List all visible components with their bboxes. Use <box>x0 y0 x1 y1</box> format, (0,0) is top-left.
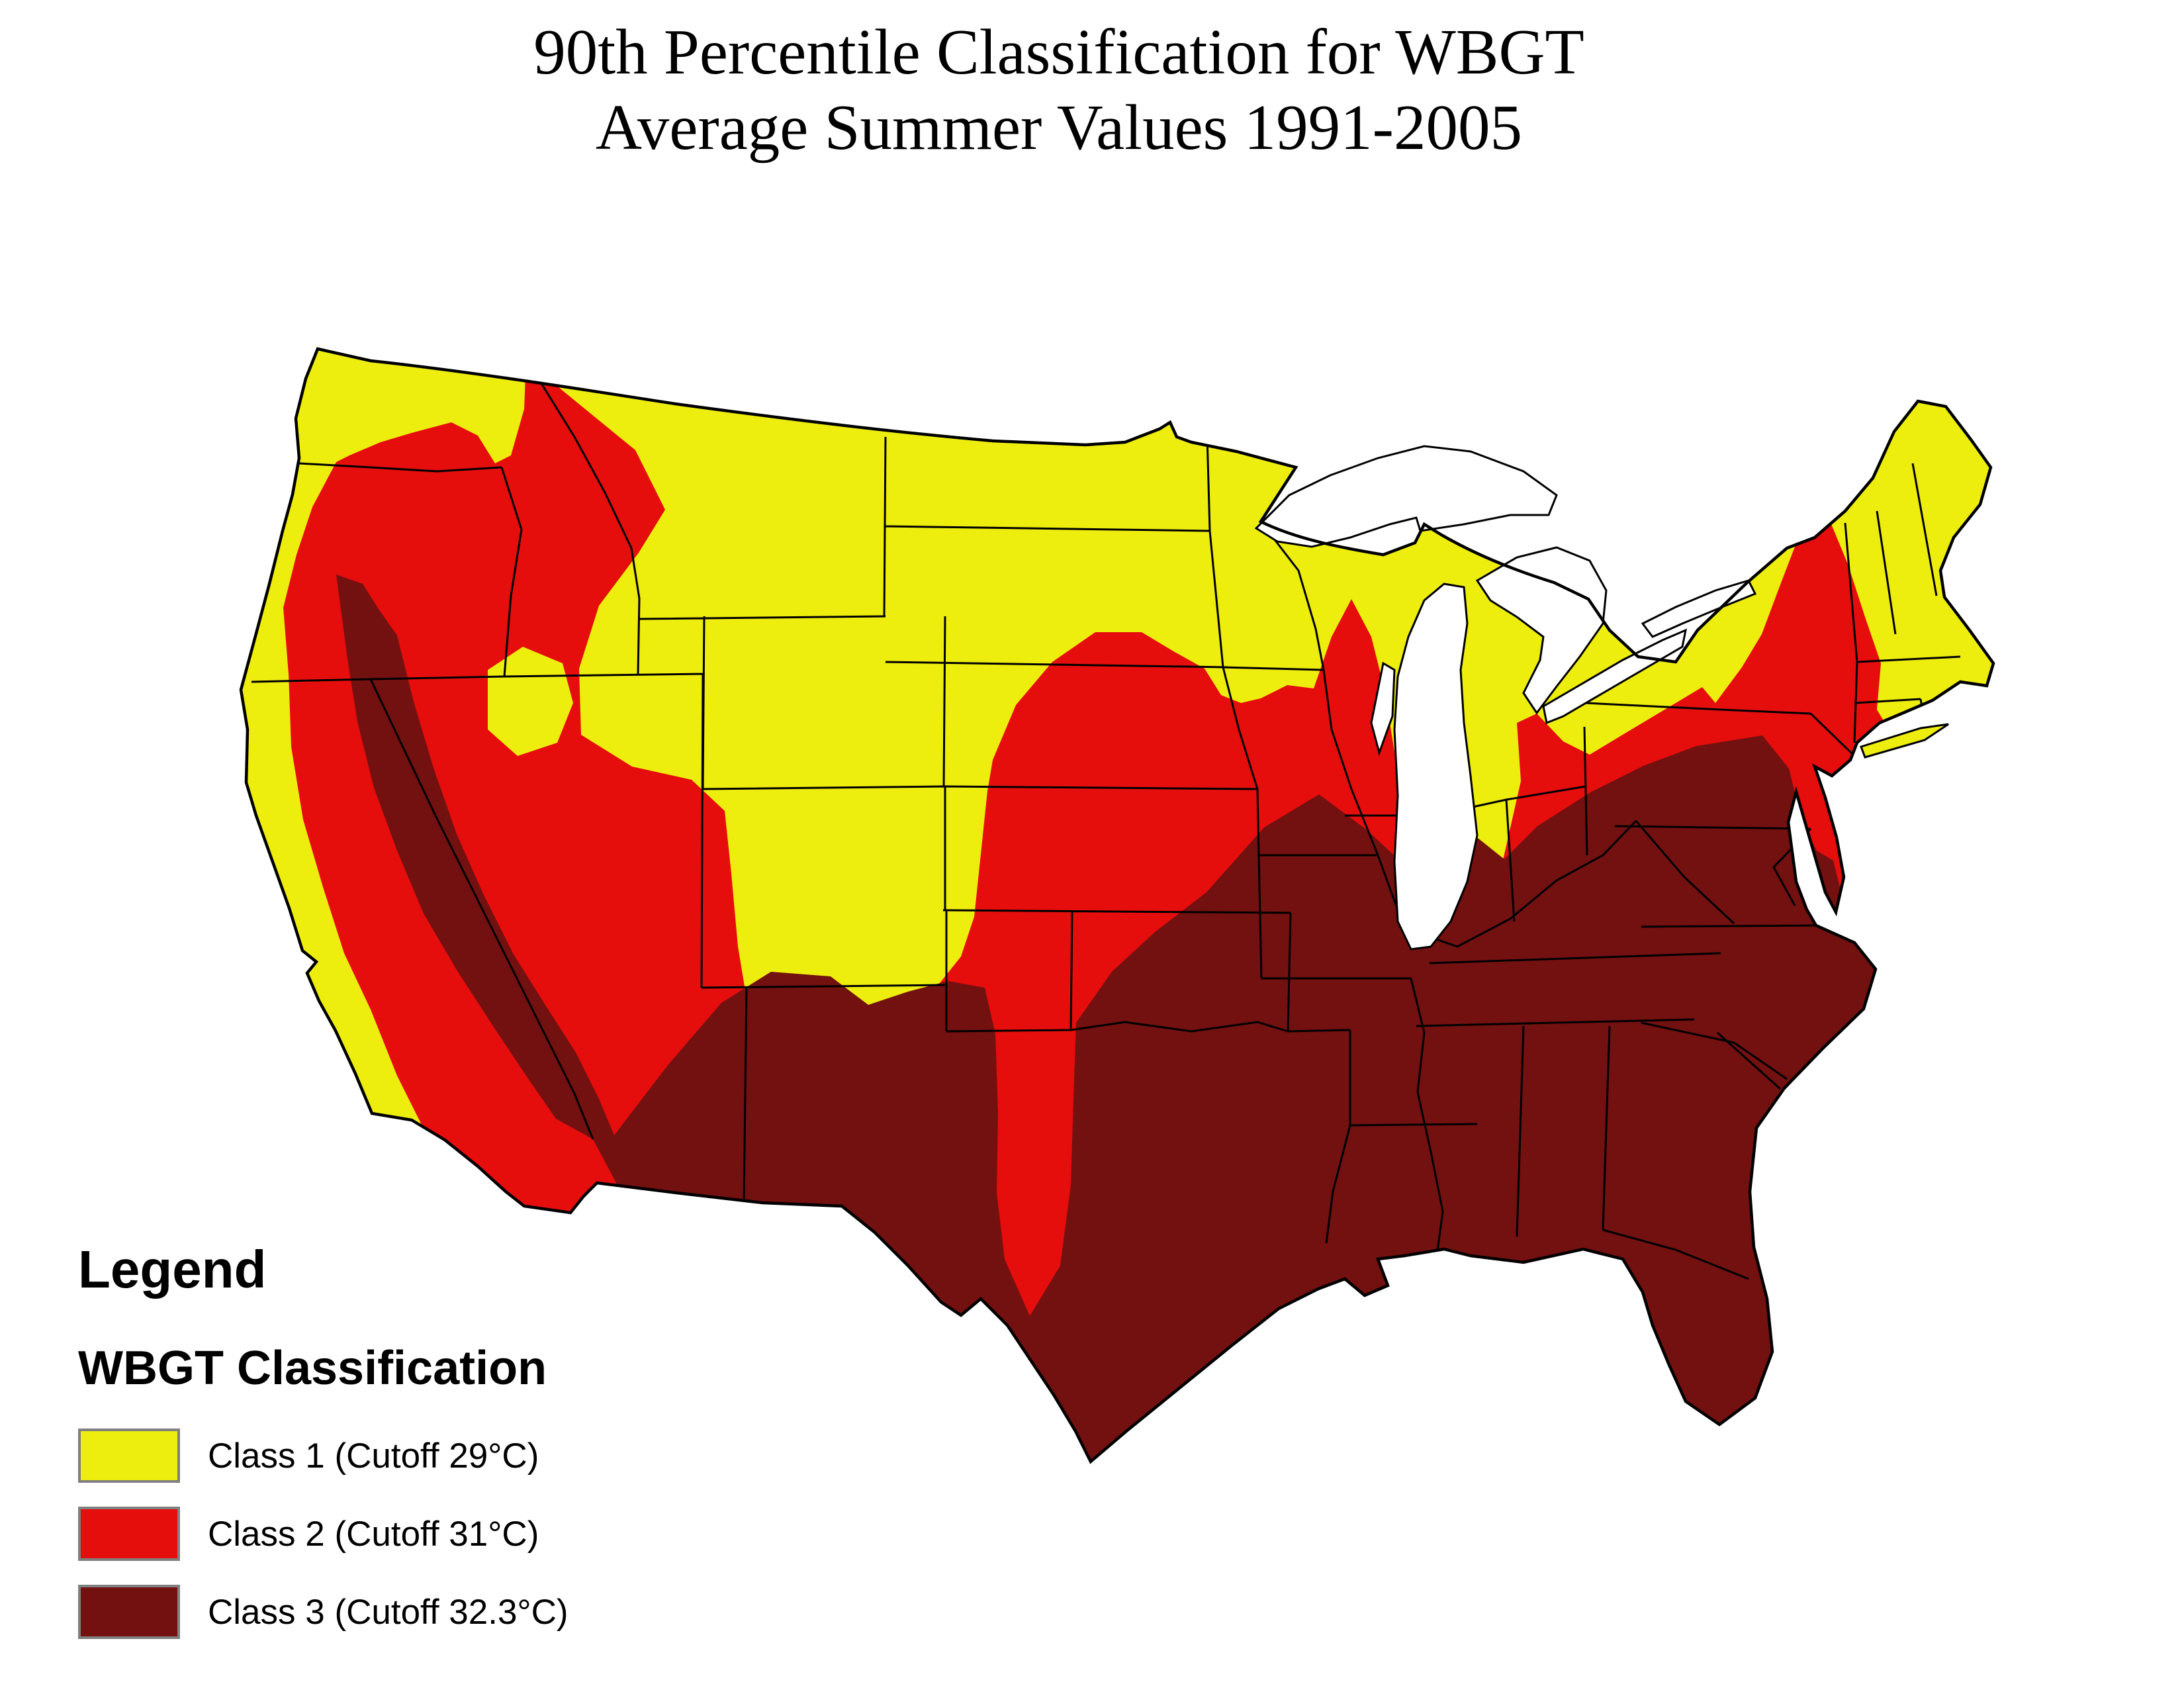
class-2-label: Class 2 (Cutoff 31°C) <box>208 1514 539 1554</box>
class-3-swatch <box>78 1585 180 1639</box>
class-1-nevada-patch <box>488 647 573 756</box>
map-title: 90th Percentile Classification for WBGT … <box>364 15 1754 166</box>
lake-superior <box>1254 445 1558 548</box>
state-borders <box>251 370 1961 1280</box>
map-title-line2: Average Summer Values 1991-2005 <box>596 92 1522 164</box>
class-1-swatch <box>78 1429 180 1483</box>
legend-item-class-1: Class 1 (Cutoff 29°C) <box>78 1429 569 1483</box>
lake-huron <box>1475 546 1608 715</box>
legend-heading: Legend <box>78 1240 267 1299</box>
legend: Legend WBGT Classification Class 1 (Cuto… <box>78 1239 569 1664</box>
lake-erie <box>1542 628 1688 725</box>
class-2-swatch <box>78 1507 180 1561</box>
green-bay <box>1370 661 1396 756</box>
great-lakes <box>1254 445 1757 951</box>
lake-michigan <box>1393 583 1479 951</box>
map-title-line1: 90th Percentile Classification for WBGT <box>533 17 1584 87</box>
class-1-label: Class 1 (Cutoff 29°C) <box>208 1436 539 1476</box>
legend-section-title: WBGT Classification <box>78 1342 547 1395</box>
legend-item-class-2: Class 2 (Cutoff 31°C) <box>78 1507 569 1561</box>
lake-ontario <box>1641 579 1757 638</box>
class-3-label: Class 3 (Cutoff 32.3°C) <box>208 1592 569 1632</box>
long-island <box>1860 723 1949 759</box>
legend-item-class-3: Class 3 (Cutoff 32.3°C) <box>78 1585 569 1639</box>
